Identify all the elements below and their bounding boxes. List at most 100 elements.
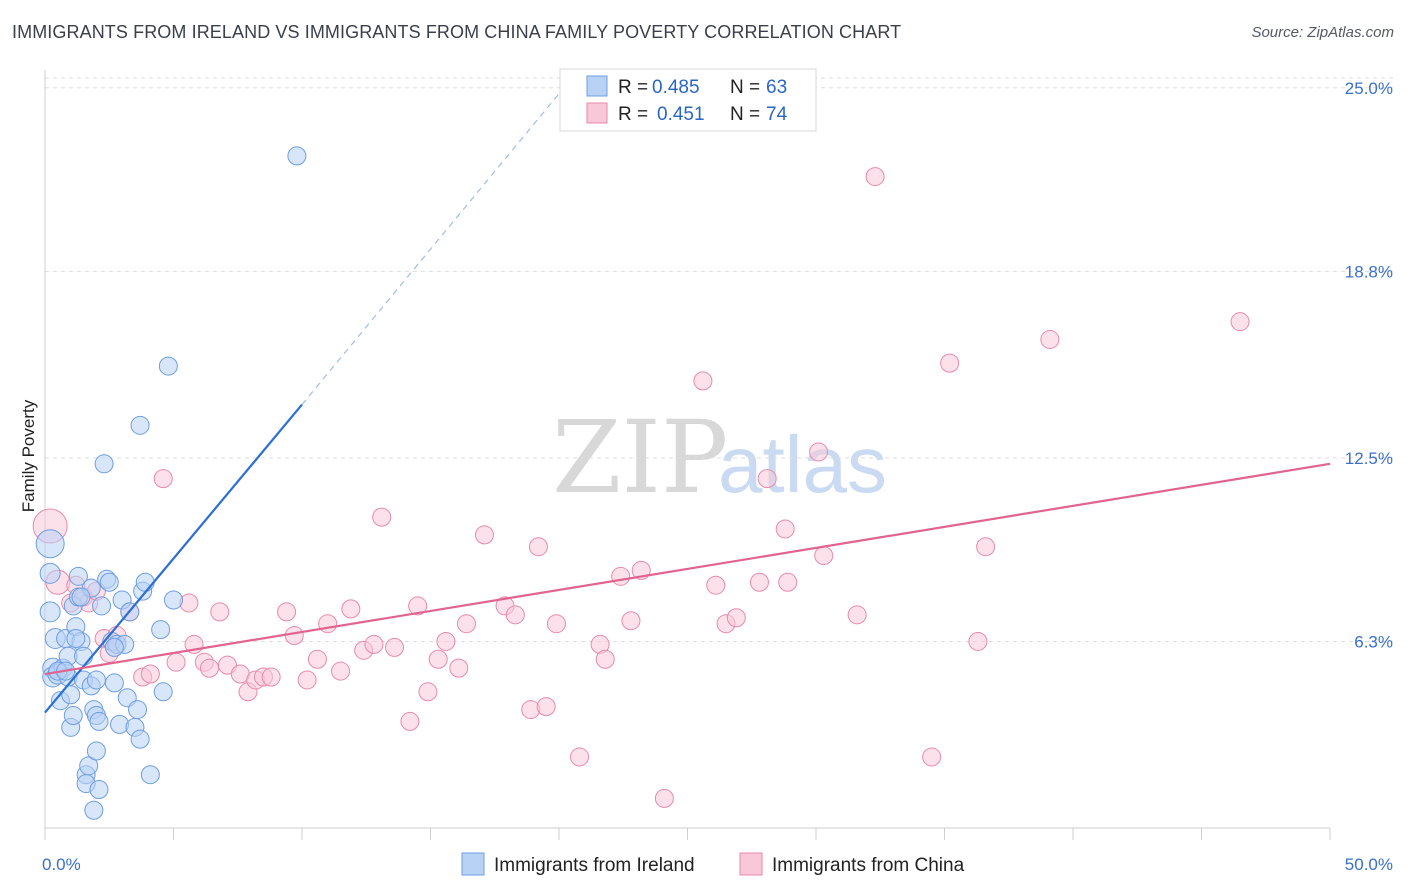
china-point	[261, 667, 281, 687]
legend-swatch-ireland	[586, 75, 608, 97]
ireland-point	[61, 685, 81, 705]
china-point	[1230, 312, 1250, 332]
china-point	[372, 507, 392, 527]
china-point	[570, 747, 590, 767]
china-point	[778, 572, 798, 592]
china-point	[474, 525, 494, 545]
ireland-point	[158, 356, 178, 376]
trend-lines	[44, 93, 1331, 714]
china-point	[865, 167, 885, 187]
ireland-point	[128, 700, 148, 720]
china-point	[307, 649, 327, 669]
ireland-point	[71, 587, 91, 607]
china-point	[436, 631, 456, 651]
source-label: Source: ZipAtlas.com	[1251, 24, 1394, 41]
legend-china-r-value: 0.451	[657, 104, 705, 125]
china-point	[297, 670, 317, 690]
ireland-point	[92, 596, 112, 616]
china-point	[140, 664, 160, 684]
ireland-point	[151, 620, 171, 640]
ireland-point	[86, 741, 106, 761]
chart-title: IMMIGRANTS FROM IRELAND VS IMMIGRANTS FR…	[12, 22, 902, 42]
bottom-legend: Immigrants from Ireland Immigrants from …	[461, 852, 965, 876]
ireland-point	[164, 590, 183, 610]
watermark-atlas: atlas	[718, 420, 887, 509]
ireland-point	[84, 800, 104, 820]
y-tick-label: 18.8%	[1345, 262, 1393, 281]
china-point	[1040, 329, 1060, 349]
ireland-point	[63, 705, 83, 725]
ireland-point	[39, 601, 61, 623]
x-tick-label-min: 0.0%	[42, 855, 81, 874]
china-point	[277, 602, 297, 622]
china-point	[775, 519, 795, 539]
ireland-point	[104, 673, 124, 693]
china-point	[408, 596, 428, 616]
bottom-legend-ireland: Immigrants from Ireland	[494, 855, 695, 876]
ireland-point	[140, 765, 160, 785]
ireland-trend-line	[44, 403, 303, 714]
top-legend: R = 0.485 N = 63 R = 0.451 N = 74	[559, 68, 817, 132]
legend-ireland-r-label: R =	[618, 77, 648, 98]
china-point	[418, 682, 438, 702]
ireland-point	[66, 629, 86, 648]
china-point	[166, 652, 186, 672]
china-point	[341, 599, 361, 619]
y-tick-label: 6.3%	[1354, 632, 1393, 651]
china-point	[621, 611, 641, 631]
ireland-point	[153, 682, 173, 702]
china-point	[449, 658, 469, 678]
china-point	[809, 442, 829, 462]
ireland-point	[89, 780, 109, 800]
legend-swatch-china	[586, 102, 608, 124]
china-point	[595, 649, 615, 669]
ireland-point	[35, 529, 65, 559]
china-trend-line	[44, 462, 1331, 676]
ireland-point	[135, 572, 155, 592]
ireland-point	[68, 566, 88, 586]
china-point	[611, 566, 631, 586]
legend-china-r-label: R =	[618, 104, 648, 125]
ireland-point	[89, 711, 109, 731]
china-point	[364, 634, 384, 654]
china-point	[749, 572, 769, 592]
y-tick-label: 12.5%	[1345, 449, 1393, 468]
china-point	[179, 593, 199, 613]
china-point	[968, 631, 988, 651]
china-point	[693, 371, 713, 391]
bottom-legend-swatch-ireland	[461, 852, 485, 876]
china-point	[153, 469, 173, 489]
china-point	[199, 658, 219, 678]
china-point	[976, 537, 996, 557]
gridlines	[45, 77, 1393, 642]
ireland-point	[130, 415, 150, 435]
china-point	[546, 614, 566, 634]
china-point	[521, 700, 541, 720]
china-point	[456, 614, 476, 634]
x-tick-label-max: 50.0%	[1345, 855, 1393, 874]
china-point	[922, 747, 942, 767]
bottom-legend-swatch-china	[739, 852, 763, 876]
china-point	[505, 605, 525, 625]
china-point	[331, 661, 351, 681]
china-point	[726, 608, 746, 628]
china-point	[528, 537, 548, 557]
legend-china-n-value: 74	[766, 104, 788, 125]
china-point	[757, 469, 777, 489]
legend-china-n-label: N =	[730, 104, 760, 125]
y-tick-labels: 6.3% 12.5% 18.8% 25.0%	[1345, 79, 1393, 652]
china-point	[400, 711, 420, 731]
china-point	[284, 626, 304, 646]
china-point	[654, 788, 674, 808]
ireland-point	[287, 146, 307, 166]
ireland-point	[39, 562, 61, 584]
china-point	[385, 637, 405, 657]
china-point	[940, 353, 960, 373]
china-point	[814, 546, 834, 566]
ireland-point	[104, 637, 124, 657]
ireland-point	[86, 670, 106, 690]
china-point	[428, 649, 448, 669]
x-axis-ticks	[44, 828, 1331, 840]
china-point	[318, 614, 338, 634]
